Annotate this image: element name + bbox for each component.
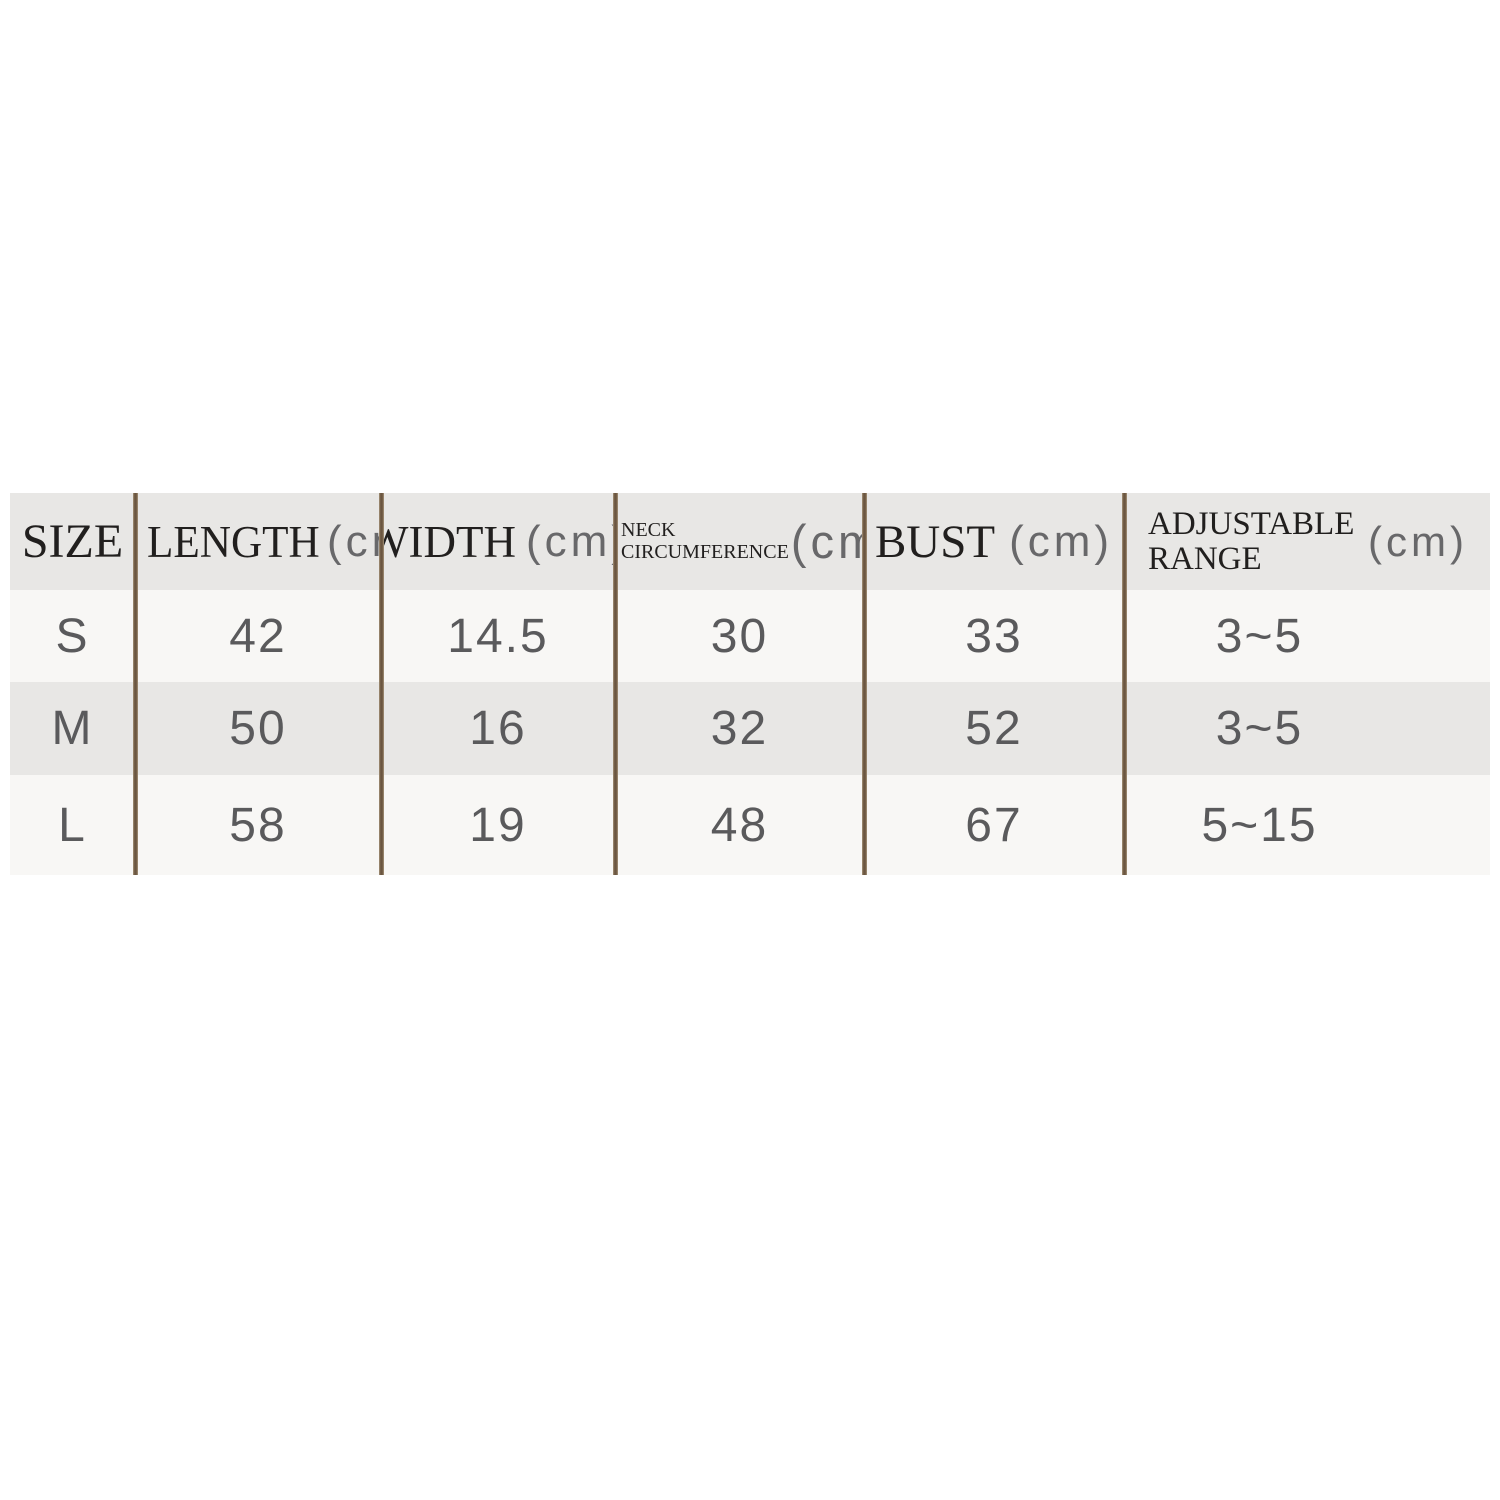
header-cell-bust: BUST (cm)	[864, 493, 1124, 590]
header-bust-unit: (cm)	[1009, 516, 1114, 566]
table-row-s: S 42 14.5 30 33 3~5	[10, 590, 1490, 682]
header-bust-label: BUST	[874, 515, 996, 568]
table-header-row: SIZE LENGTH(cm) WIDTH(cm) NECK CIRCUMFER…	[10, 493, 1490, 590]
cell-size: L	[58, 798, 87, 852]
size-chart-table: SIZE LENGTH(cm) WIDTH(cm) NECK CIRCUMFER…	[10, 493, 1490, 875]
column-divider	[1122, 493, 1127, 875]
column-divider	[613, 493, 618, 875]
cell-length: 50	[229, 702, 287, 755]
column-divider	[133, 493, 138, 875]
table-row-m: M 50 16 32 52 3~5	[10, 682, 1490, 775]
cell-adjustable: 3~5	[1215, 702, 1304, 755]
cell-width: 19	[469, 798, 527, 852]
column-divider	[862, 493, 867, 875]
cell-bust: 52	[965, 702, 1023, 755]
header-length-label: LENGTH	[147, 516, 320, 567]
cell-adjustable: 5~15	[1201, 798, 1318, 852]
header-neck-unit: (cm)	[790, 515, 864, 568]
cell-bust: 67	[965, 798, 1023, 852]
header-width-label: WIDTH	[381, 516, 516, 567]
cell-width: 16	[469, 702, 527, 755]
cell-neck: 32	[710, 702, 769, 755]
cell-adjustable: 3~5	[1215, 609, 1304, 663]
cell-size: S	[55, 609, 90, 663]
cell-width: 14.5	[447, 609, 549, 663]
cell-length: 42	[229, 609, 287, 663]
header-length-unit: (cm)	[326, 516, 381, 566]
cell-neck: 48	[710, 798, 769, 852]
column-divider	[379, 493, 384, 875]
cell-neck: 30	[710, 609, 769, 663]
header-cell-size: SIZE	[10, 493, 135, 590]
cell-bust: 33	[965, 609, 1023, 663]
cell-length: 58	[229, 798, 287, 852]
header-cell-neck-circumference: NECK CIRCUMFERENCE (cm)	[615, 493, 864, 590]
header-neck-label: NECK CIRCUMFERENCE	[621, 518, 789, 563]
header-size-label: SIZE	[21, 515, 124, 568]
table-row-l: L 58 19 48 67 5~15	[10, 775, 1490, 875]
header-cell-length: LENGTH(cm)	[135, 493, 381, 590]
header-adjustable-label: ADJUSTABLE RANGE	[1148, 506, 1355, 577]
cell-size: M	[51, 702, 94, 755]
header-width-unit: (cm)	[526, 516, 615, 566]
header-cell-width: WIDTH(cm)	[381, 493, 615, 590]
header-adjustable-unit: (cm)	[1368, 517, 1468, 565]
header-cell-adjustable-range: ADJUSTABLE RANGE (cm)	[1124, 493, 1490, 590]
